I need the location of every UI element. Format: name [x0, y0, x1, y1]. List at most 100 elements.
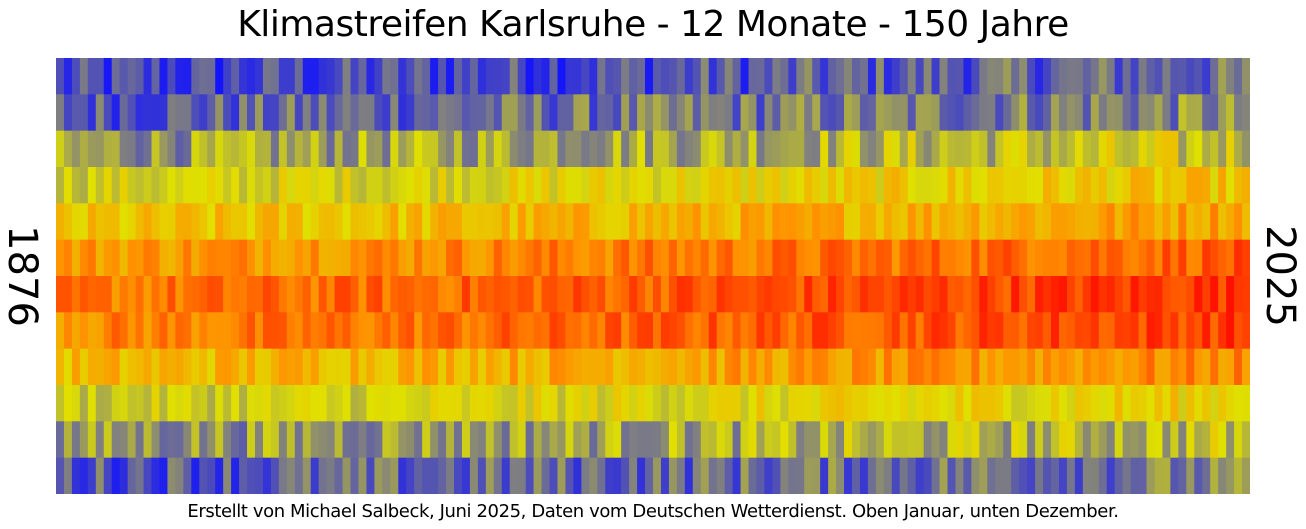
heatmap-cell [915, 239, 925, 277]
heatmap-cell [1130, 385, 1140, 422]
heatmap-cell [239, 276, 248, 313]
heatmap-cell [191, 348, 200, 386]
heatmap-cell [286, 421, 296, 459]
heatmap-cell [1027, 130, 1036, 168]
heatmap-cell [533, 276, 543, 313]
heatmap-cell [605, 58, 614, 95]
heatmap-cell [692, 276, 702, 313]
heatmap-cell [1162, 94, 1171, 132]
heatmap-cell [199, 348, 208, 386]
heatmap-cell [963, 457, 972, 494]
heatmap-cell [621, 276, 630, 313]
heatmap-cell [748, 312, 758, 350]
heatmap-cell [1130, 276, 1140, 313]
heatmap-cell [422, 457, 431, 494]
heatmap-cell [469, 94, 479, 132]
heatmap-cell [971, 348, 980, 386]
heatmap-cell [732, 58, 742, 95]
heatmap-cell [899, 457, 909, 494]
heatmap-cell [1218, 312, 1227, 350]
heatmap-cell [103, 421, 113, 459]
heatmap-cell [955, 167, 965, 204]
heatmap-cell [1098, 130, 1108, 168]
heatmap-cell [390, 457, 399, 494]
heatmap-cell [159, 203, 169, 241]
heatmap-cell [1066, 167, 1076, 204]
heatmap-cell [820, 203, 829, 241]
heatmap-cell [740, 167, 750, 204]
heatmap-cell [764, 385, 773, 422]
heatmap-cell [103, 385, 113, 422]
heatmap-cell [740, 130, 750, 168]
heatmap-cell [151, 167, 161, 204]
heatmap-cell [955, 203, 965, 241]
heatmap-cell [215, 239, 224, 277]
heatmap-cell [740, 276, 750, 313]
heatmap-cell [1146, 167, 1156, 204]
heatmap-cell [589, 203, 598, 241]
heatmap-cell [796, 94, 805, 132]
heatmap-cell [788, 239, 797, 277]
heatmap-cell [270, 276, 280, 313]
heatmap-cell [358, 203, 368, 241]
heatmap-cell [541, 130, 551, 168]
heatmap-cell [390, 58, 399, 95]
heatmap-cell [1146, 276, 1156, 313]
heatmap-cell [923, 94, 933, 132]
heatmap-cell [1058, 348, 1068, 386]
heatmap-cell [493, 203, 503, 241]
heatmap-cell [207, 348, 216, 386]
heatmap-cell [660, 348, 670, 386]
heatmap-cell [469, 130, 479, 168]
heatmap-cell [191, 203, 200, 241]
heatmap-cell [875, 276, 885, 313]
heatmap-cell [1170, 385, 1179, 422]
heatmap-cell [971, 421, 980, 459]
heatmap-cell [509, 457, 519, 494]
heatmap-cell [175, 421, 184, 459]
heatmap-cell [151, 457, 161, 494]
heatmap-cell [1154, 94, 1164, 132]
heatmap-cell [605, 421, 614, 459]
heatmap-cell [867, 421, 877, 459]
heatmap-cell [294, 385, 304, 422]
heatmap-cell [756, 385, 766, 422]
heatmap-cell [111, 94, 121, 132]
heatmap-cell [645, 130, 654, 168]
heatmap-cell [103, 457, 113, 494]
heatmap-cell [151, 130, 161, 168]
heatmap-cell [668, 130, 678, 168]
heatmap-cell [414, 348, 423, 386]
heatmap-cell [430, 312, 439, 350]
heatmap-cell [414, 167, 423, 204]
heatmap-cell [1210, 348, 1219, 386]
heatmap-cell [804, 167, 813, 204]
heatmap-cell [788, 167, 797, 204]
heatmap-cell [422, 167, 431, 204]
heatmap-cell [358, 457, 368, 494]
heatmap-cell [796, 276, 805, 313]
heatmap-cell [1082, 239, 1092, 277]
heatmap-cell [836, 276, 845, 313]
heatmap-cell [1242, 239, 1250, 277]
heatmap-cell [1074, 457, 1084, 494]
heatmap-cell [1090, 94, 1100, 132]
heatmap-cell [1066, 94, 1076, 132]
heatmap-cell [995, 421, 1004, 459]
heatmap-cell [923, 239, 933, 277]
heatmap-cell [422, 94, 431, 132]
heatmap-cell [995, 58, 1004, 95]
heatmap-cell [756, 167, 766, 204]
heatmap-cell [270, 58, 280, 95]
heatmap-cell [1043, 58, 1052, 95]
heatmap-cell [589, 130, 598, 168]
heatmap-cell [907, 276, 917, 313]
heatmap-cell [438, 130, 447, 168]
heatmap-cell [1130, 312, 1140, 350]
heatmap-cell [342, 421, 352, 459]
heatmap-cell [653, 421, 662, 459]
heatmap-cell [915, 457, 925, 494]
heatmap-cell [764, 421, 773, 459]
heatmap-cell [836, 58, 845, 95]
heatmap-cell [95, 203, 105, 241]
